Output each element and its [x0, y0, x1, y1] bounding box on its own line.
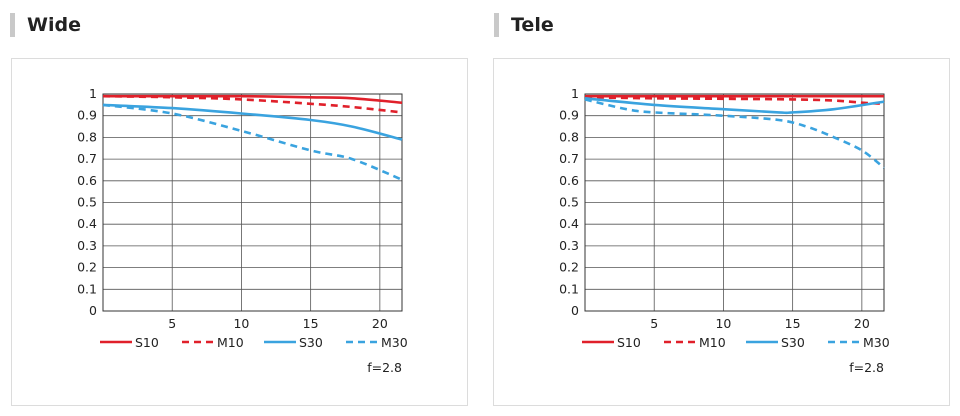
legend-label-s10: S10	[135, 335, 159, 350]
series-line-s30	[584, 97, 885, 115]
y-tick-label: 0.2	[77, 260, 97, 275]
y-tick-label: 0.5	[77, 195, 97, 210]
series-line-s10	[103, 94, 403, 104]
x-tick-label: 10	[233, 316, 249, 331]
tele-title: Tele	[511, 14, 554, 36]
heading-accent-bar	[10, 13, 15, 37]
wide-heading: Wide	[10, 12, 81, 38]
y-tick-label: 0.8	[559, 129, 579, 144]
y-tick-label: 0	[571, 303, 579, 318]
y-tick-label: 0	[89, 303, 97, 318]
legend-label-s30: S30	[299, 335, 323, 350]
x-tick-label: 5	[650, 316, 658, 331]
aperture-note: f=2.8	[849, 360, 884, 375]
y-tick-label: 0.6	[77, 173, 97, 188]
series-line-m10	[584, 96, 885, 106]
y-tick-label: 0.3	[559, 238, 579, 253]
x-tick-label: 20	[854, 316, 870, 331]
legend-label-m10: M10	[217, 335, 244, 350]
y-tick-label: 0.5	[559, 195, 579, 210]
y-tick-label: 0.9	[77, 108, 97, 123]
legend-label-m30: M30	[863, 335, 890, 350]
series-line-m30	[584, 98, 885, 169]
y-tick-label: 0.1	[559, 281, 579, 296]
y-tick-label: 0.1	[77, 281, 97, 296]
y-tick-label: 1	[89, 86, 97, 101]
legend-label-m30: M30	[381, 335, 408, 350]
y-tick-label: 0.4	[559, 216, 579, 231]
y-tick-label: 0.4	[77, 216, 97, 231]
plot-frame	[102, 93, 403, 312]
y-tick-label: 0.7	[559, 151, 579, 166]
x-tick-label: 15	[303, 316, 319, 331]
legend-label-s30: S30	[781, 335, 805, 350]
x-tick-label: 5	[168, 316, 176, 331]
y-tick-label: 0.6	[559, 173, 579, 188]
series-line-s30	[102, 103, 403, 141]
y-tick-label: 0.3	[77, 238, 97, 253]
legend-label-m10: M10	[699, 335, 726, 350]
series-line-m30	[102, 103, 403, 181]
heading-accent-bar	[494, 13, 499, 37]
y-tick-label: 0.8	[77, 129, 97, 144]
x-tick-label: 20	[372, 316, 388, 331]
aperture-note: f=2.8	[367, 360, 402, 375]
wide-chart-panel: 0 0.1 0.2 0.3 0.4 0.5 0.6 0.7 0.8 0.9 1 5 10 15 20 S10 M…	[11, 58, 468, 406]
y-tick-label: 0.7	[77, 151, 97, 166]
x-tick-label: 15	[785, 316, 801, 331]
legend-label-s10: S10	[617, 335, 641, 350]
x-tick-label: 10	[715, 316, 731, 331]
tele-chart-panel: 0 0.1 0.2 0.3 0.4 0.5 0.6 0.7 0.8 0.9 1 5 10 15 20 S10 M…	[493, 58, 950, 406]
y-tick-label: 0.2	[559, 260, 579, 275]
y-tick-label: 0.9	[559, 108, 579, 123]
wide-title: Wide	[27, 14, 81, 36]
tele-heading: Tele	[494, 12, 554, 38]
y-tick-label: 1	[571, 86, 579, 101]
plot-frame	[584, 93, 885, 312]
